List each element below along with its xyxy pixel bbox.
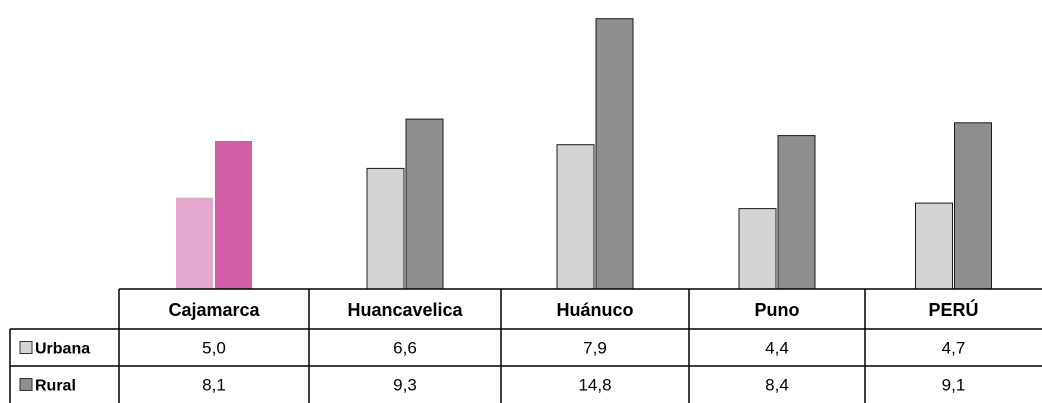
legend-swatch-urbana [19, 341, 33, 354]
cell-urbana-peru: 4,7 [942, 339, 966, 358]
cell-urbana-huanuco: 7,9 [583, 339, 607, 358]
bar-urbana-puno [738, 208, 777, 290]
bar-rural-peru [954, 122, 992, 290]
bar-rural-cajamarca [215, 141, 252, 289]
bar-urbana-peru [915, 202, 953, 290]
cell-rural-huanuco: 14,8 [578, 376, 611, 395]
bar-rural-huanuco [595, 18, 634, 290]
cell-rural-peru: 9,1 [942, 376, 966, 395]
cell-urbana-cajamarca: 5,0 [202, 339, 226, 358]
row-label-rural: Rural [35, 378, 76, 395]
cell-rural-cajamarca: 8,1 [202, 376, 226, 395]
bar-urbana-huancavelica [366, 167, 405, 290]
header-peru: PERÚ [928, 299, 978, 320]
row-label-urbana: Urbana [35, 341, 90, 358]
header-huancavelica: Huancavelica [347, 300, 463, 320]
data-table: Cajamarca Huancavelica Huánuco Puno PERÚ Urba… [9, 288, 1042, 403]
cell-rural-huancavelica: 9,3 [393, 376, 417, 395]
cell-urbana-puno: 4,4 [765, 339, 789, 358]
header-puno: Puno [755, 300, 800, 320]
header-huanuco: Huánuco [556, 300, 633, 320]
bar-urbana-cajamarca [176, 197, 213, 289]
header-cajamarca: Cajamarca [168, 300, 260, 320]
bar-rural-puno [777, 135, 816, 290]
bar-rural-huancavelica [405, 118, 444, 290]
cell-rural-puno: 8,4 [765, 376, 789, 395]
cell-urbana-huancavelica: 6,6 [393, 339, 417, 358]
legend-swatch-rural [19, 378, 33, 391]
bar-urbana-huanuco [556, 144, 595, 290]
bars-group [176, 18, 992, 290]
